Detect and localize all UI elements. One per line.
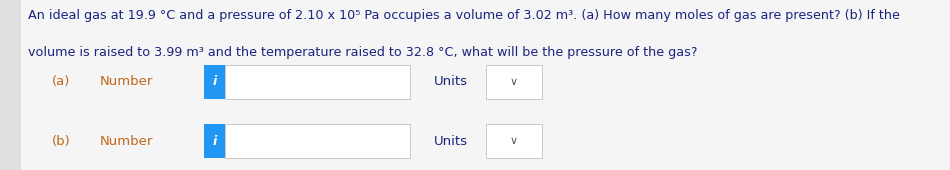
- Text: i: i: [213, 135, 217, 148]
- Text: Units: Units: [434, 135, 468, 148]
- Text: Number: Number: [100, 75, 153, 88]
- Text: ∨: ∨: [510, 77, 518, 87]
- Text: (b): (b): [52, 135, 71, 148]
- FancyBboxPatch shape: [225, 124, 410, 158]
- FancyBboxPatch shape: [486, 124, 542, 158]
- Text: Number: Number: [100, 135, 153, 148]
- Text: (a): (a): [52, 75, 70, 88]
- Text: volume is raised to 3.99 m³ and the temperature raised to 32.8 °C, what will be : volume is raised to 3.99 m³ and the temp…: [28, 46, 698, 59]
- FancyBboxPatch shape: [225, 65, 410, 99]
- Text: An ideal gas at 19.9 °C and a pressure of 2.10 x 10⁵ Pa occupies a volume of 3.0: An ideal gas at 19.9 °C and a pressure o…: [28, 8, 901, 21]
- FancyBboxPatch shape: [204, 65, 225, 99]
- Text: ∨: ∨: [510, 136, 518, 146]
- Text: i: i: [213, 75, 217, 88]
- Text: Units: Units: [434, 75, 468, 88]
- FancyBboxPatch shape: [0, 0, 21, 170]
- FancyBboxPatch shape: [204, 124, 225, 158]
- FancyBboxPatch shape: [486, 65, 542, 99]
